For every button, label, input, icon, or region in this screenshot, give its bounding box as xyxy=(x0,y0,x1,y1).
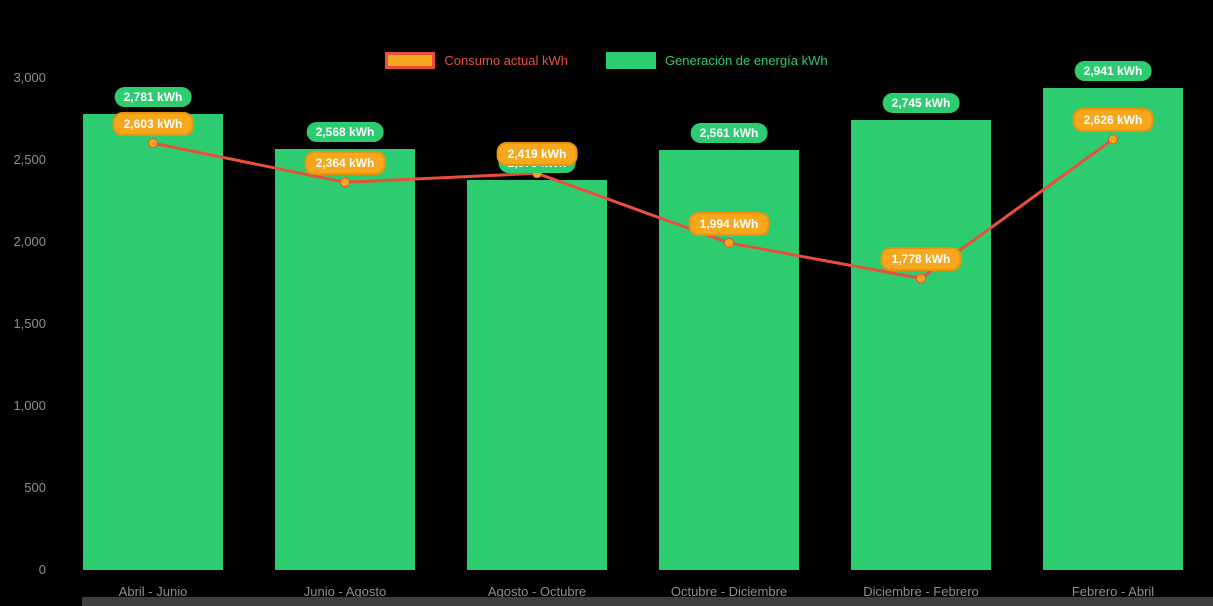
consumo-value-label: 2,626 kWh xyxy=(1072,108,1154,133)
chart-legend: Consumo actual kWh Generación de energía… xyxy=(0,52,1213,69)
y-axis-tick-label: 1,500 xyxy=(13,316,46,331)
consumo-value-label: 2,419 kWh xyxy=(496,142,578,167)
x-axis-category-label: Junio - Agosto xyxy=(303,584,387,599)
y-axis-tick-label: 500 xyxy=(24,480,46,495)
y-axis-tick-label: 2,500 xyxy=(13,152,46,167)
generation-value-label: 2,745 kWh xyxy=(882,92,960,113)
generation-bar[interactable] xyxy=(275,148,415,570)
generation-bar[interactable] xyxy=(467,179,607,570)
consumo-swatch-icon xyxy=(385,52,436,69)
generation-value-label: 2,561 kWh xyxy=(690,122,768,143)
consumo-value-label: 1,778 kWh xyxy=(880,247,962,272)
y-axis-tick-label: 0 xyxy=(38,562,46,577)
x-axis-category-label: Agosto - Octubre xyxy=(487,584,587,599)
generation-value-label: 2,568 kWh xyxy=(306,121,384,142)
consumo-point[interactable] xyxy=(1108,134,1118,145)
generation-value-label: 2,941 kWh xyxy=(1074,60,1152,81)
legend-item-generacion[interactable]: Generación de energía kWh xyxy=(605,52,828,69)
consumo-point[interactable] xyxy=(340,177,350,188)
y-axis-tick-label: 3,000 xyxy=(13,70,46,85)
consumo-point[interactable] xyxy=(724,237,734,248)
generacion-swatch-icon xyxy=(605,52,656,69)
legend-label-generacion: Generación de energía kWh xyxy=(664,53,828,68)
consumo-point[interactable] xyxy=(916,273,926,284)
x-axis-category-label: Diciembre - Febrero xyxy=(863,584,979,599)
y-axis-tick-label: 1,000 xyxy=(13,398,46,413)
legend-label-consumo: Consumo actual kWh xyxy=(444,53,568,68)
horizontal-scrollbar[interactable] xyxy=(82,597,1213,606)
x-axis-category-label: Abril - Junio xyxy=(118,584,188,599)
consumo-line xyxy=(152,138,1114,280)
y-axis-tick-label: 2,000 xyxy=(13,234,46,249)
consumo-point[interactable] xyxy=(148,138,158,149)
generation-value-label: 2,781 kWh xyxy=(114,86,192,107)
generation-bar[interactable] xyxy=(851,119,991,570)
generation-bar[interactable] xyxy=(1043,87,1183,570)
x-axis-category-label: Octubre - Diciembre xyxy=(670,584,788,599)
consumo-value-label: 2,603 kWh xyxy=(112,112,194,137)
x-axis-category-label: Febrero - Abril xyxy=(1071,584,1155,599)
legend-item-consumo[interactable]: Consumo actual kWh xyxy=(385,52,568,69)
consumo-value-label: 1,994 kWh xyxy=(688,211,770,236)
consumo-value-label: 2,364 kWh xyxy=(304,151,386,176)
generation-bar[interactable] xyxy=(83,113,223,570)
